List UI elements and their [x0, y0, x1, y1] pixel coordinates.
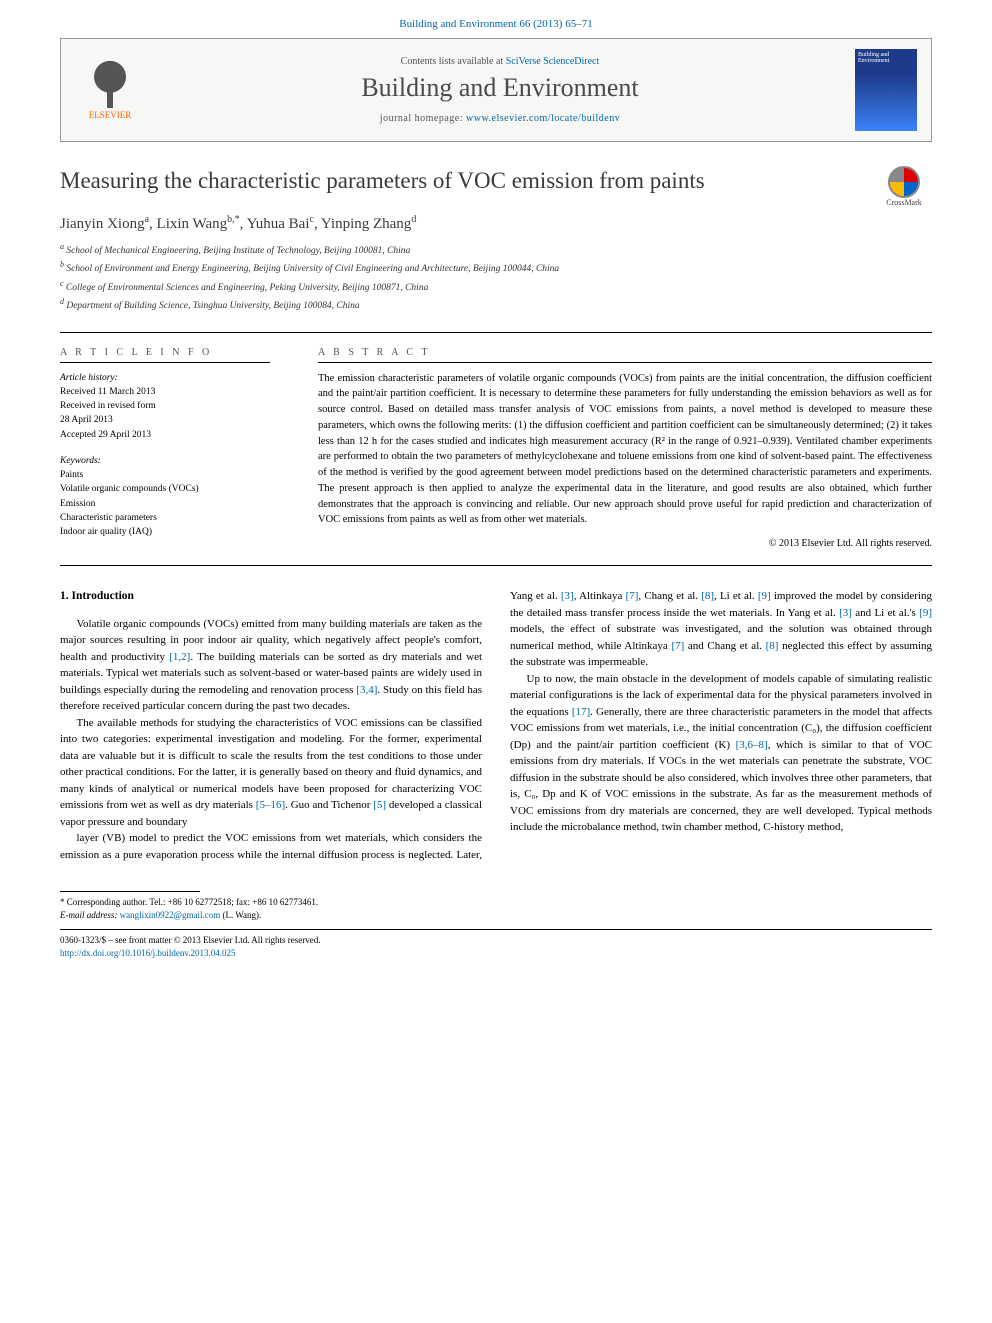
abstract-copyright: © 2013 Elsevier Ltd. All rights reserved… [318, 538, 932, 549]
body-columns: 1. Introduction Volatile organic compoun… [0, 588, 992, 863]
citation-ref[interactable]: [17] [572, 706, 590, 718]
abstract-text: The emission characteristic parameters o… [318, 371, 932, 529]
footnotes: * Corresponding author. Tel.: +86 10 627… [0, 883, 992, 971]
journal-banner: ELSEVIER Contents lists available at Sci… [60, 38, 932, 142]
citation-ref[interactable]: [7] [626, 590, 639, 602]
elsevier-logo[interactable]: ELSEVIER [75, 51, 145, 129]
abstract-column: A B S T R A C T The emission characteris… [308, 333, 932, 566]
article-head: Measuring the characteristic parameters … [0, 166, 992, 314]
citation-ref[interactable]: [9] [919, 607, 932, 619]
publisher-label: ELSEVIER [89, 110, 132, 120]
affiliation-line: a School of Mechanical Engineering, Beij… [60, 241, 932, 258]
history-line: Received in revised form [60, 401, 156, 411]
issn-line: 0360-1323/$ – see front matter © 2013 El… [60, 934, 932, 947]
affiliation-line: c College of Environmental Sciences and … [60, 278, 932, 295]
email-line: E-mail address: wanglixin0922@gmail.com … [60, 909, 932, 922]
history-line: 28 April 2013 [60, 415, 113, 425]
homepage-line: journal homepage: www.elsevier.com/locat… [159, 113, 841, 124]
affiliation-line: b School of Environment and Energy Engin… [60, 259, 932, 276]
body-paragraph: Volatile organic compounds (VOCs) emitte… [60, 616, 482, 715]
elsevier-tree-icon [86, 60, 134, 108]
citation-ref[interactable]: [5] [373, 799, 386, 811]
body-paragraph: The available methods for studying the c… [60, 715, 482, 831]
keyword: Paints [60, 470, 83, 480]
homepage-link[interactable]: www.elsevier.com/locate/buildenv [466, 113, 620, 124]
keyword: Volatile organic compounds (VOCs) [60, 484, 199, 494]
citation-ref[interactable]: [5–16] [256, 799, 285, 811]
meta-abstract-row: A R T I C L E I N F O Article history: R… [60, 332, 932, 567]
article-title: Measuring the characteristic parameters … [60, 166, 860, 196]
email-link[interactable]: wanglixin0922@gmail.com [120, 910, 221, 920]
affiliations: a School of Mechanical Engineering, Beij… [60, 241, 932, 314]
article-history: Article history: Received 11 March 2013 R… [60, 371, 270, 442]
citation-ref[interactable]: [1,2] [169, 651, 190, 663]
keyword: Indoor air quality (IAQ) [60, 527, 152, 537]
history-line: Received 11 March 2013 [60, 387, 155, 397]
footnote-rule [60, 891, 200, 892]
journal-cover-thumbnail[interactable]: Building and Environment [855, 49, 917, 131]
citation-ref[interactable]: [3,4] [356, 684, 377, 696]
body-paragraph: Up to now, the main obstacle in the deve… [510, 671, 932, 836]
doi-link[interactable]: http://dx.doi.org/10.1016/j.buildenv.201… [60, 948, 236, 958]
keyword: Emission [60, 499, 95, 509]
journal-name: Building and Environment [159, 73, 841, 103]
crossmark-icon [888, 166, 920, 198]
sciencedirect-link[interactable]: SciVerse ScienceDirect [506, 56, 600, 67]
article-info-heading: A R T I C L E I N F O [60, 347, 270, 363]
citation-ref[interactable]: [9] [758, 590, 771, 602]
citation-ref[interactable]: [8] [701, 590, 714, 602]
citation-text: Building and Environment 66 (2013) 65–71 [399, 18, 592, 30]
author-list: Jianyin Xionga, Lixin Wangb,*, Yuhua Bai… [60, 214, 932, 233]
citation-ref[interactable]: [3] [839, 607, 852, 619]
contents-line: Contents lists available at SciVerse Sci… [159, 56, 841, 67]
running-header: Building and Environment 66 (2013) 65–71 [0, 0, 992, 38]
citation-ref[interactable]: [8] [766, 640, 779, 652]
abstract-heading: A B S T R A C T [318, 347, 932, 363]
affiliation-line: d Department of Building Science, Tsingh… [60, 296, 932, 313]
citation-ref[interactable]: [3,6–8] [736, 739, 768, 751]
keywords-label: Keywords: [60, 456, 101, 466]
crossmark-badge[interactable]: CrossMark [876, 166, 932, 214]
history-line: Accepted 29 April 2013 [60, 430, 151, 440]
keywords-block: Keywords: Paints Volatile organic compoun… [60, 454, 270, 540]
corresponding-author: * Corresponding author. Tel.: +86 10 627… [60, 896, 932, 909]
article-info-column: A R T I C L E I N F O Article history: R… [60, 333, 280, 566]
history-label: Article history: [60, 373, 118, 383]
citation-ref[interactable]: [3] [561, 590, 574, 602]
section-1-heading: 1. Introduction [60, 588, 482, 605]
citation-ref[interactable]: [7] [671, 640, 684, 652]
banner-center: Contents lists available at SciVerse Sci… [159, 56, 841, 124]
keyword: Characteristic parameters [60, 513, 157, 523]
doi-block: 0360-1323/$ – see front matter © 2013 El… [60, 929, 932, 959]
